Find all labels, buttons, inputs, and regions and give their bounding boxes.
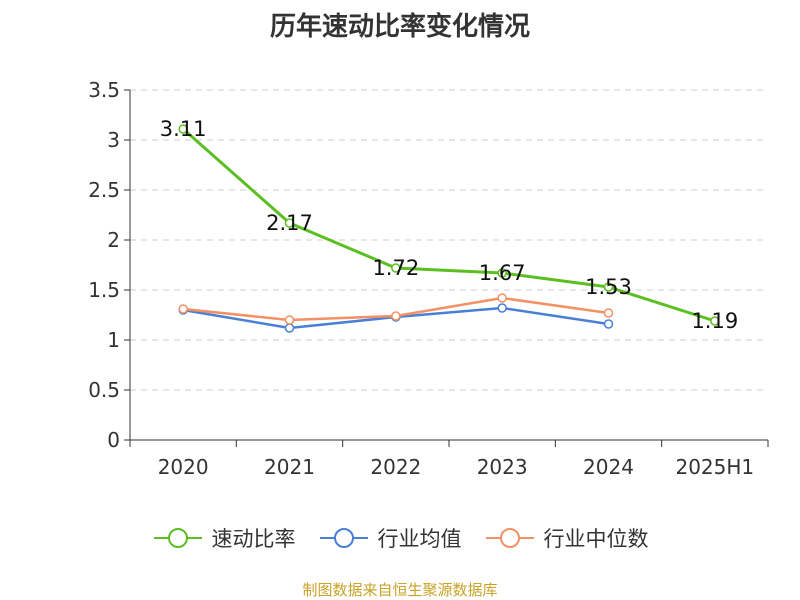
data-point [178,124,188,134]
y-tick-label: 1 [107,328,120,352]
data-point [603,282,614,292]
legend: 速动比率 行业均值 行业中位数 [0,520,800,556]
data-label: 2.17 [266,211,313,235]
legend-item-3[interactable]: 行业中位数 [484,523,649,553]
x-tick-label: 2020 [158,455,209,479]
y-tick-label: 3.5 [88,78,120,102]
data-label: 1.53 [585,275,632,299]
y-tick-label: 2 [107,228,120,252]
data-point [497,303,507,313]
y-tick-label: 1.5 [88,278,120,302]
y-tick-label: 2.5 [88,178,120,202]
legend-label: 速动比率 [211,527,296,551]
legend-item-2[interactable]: 行业均值 [318,523,462,553]
x-tick-label: 2021 [264,455,315,479]
data-point [497,268,507,278]
x-tick-label: 2023 [477,455,528,479]
y-tick-label: 0 [107,428,120,452]
data-point [284,323,295,333]
data-point [391,311,401,321]
y-tick-label: 0.5 [88,378,120,402]
data-point [284,218,295,228]
data-label: 1.19 [691,309,738,333]
legend-label: 行业中位数 [543,527,649,551]
x-tick-label: 2022 [370,455,421,479]
series-line-1 [182,127,716,323]
data-label: 3.11 [160,117,207,141]
legend-marker [485,528,534,548]
x-tick-label: 2024 [583,455,634,479]
y-tick-label: 3 [107,128,120,152]
legend-label: 行业均值 [377,527,462,551]
x-tick-label: 2025H1 [675,455,754,479]
data-point [603,319,614,329]
data-point [710,316,720,326]
source-footer: 制图数据来自恒生聚源数据库 [302,581,498,599]
data-point [497,293,507,303]
data-point [391,263,401,273]
data-label: 1.67 [479,261,526,285]
chart-title: 历年速动比率变化情况 [269,12,530,42]
data-point [178,304,188,314]
legend-item-1[interactable]: 速动比率 [152,523,296,553]
data-point [284,315,295,325]
legend-marker [153,528,202,548]
data-point [603,308,614,318]
legend-marker [319,528,368,548]
data-label: 1.72 [372,256,419,280]
